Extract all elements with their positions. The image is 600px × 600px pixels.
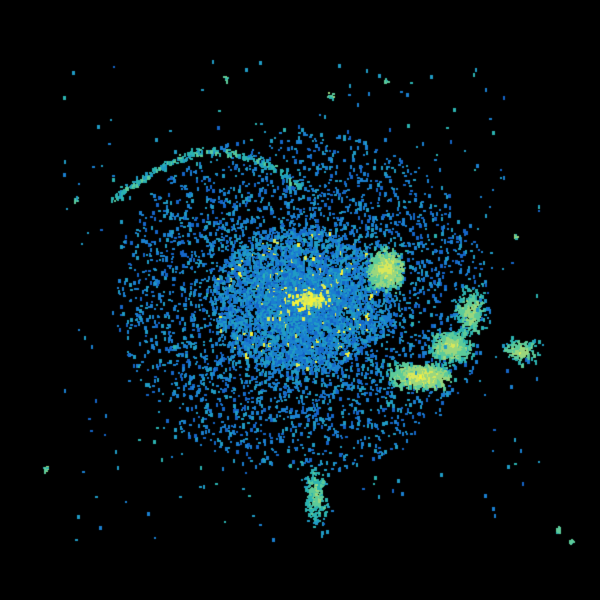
radar-echo-canvas	[0, 0, 600, 600]
radar-reflectivity-view	[0, 0, 600, 600]
